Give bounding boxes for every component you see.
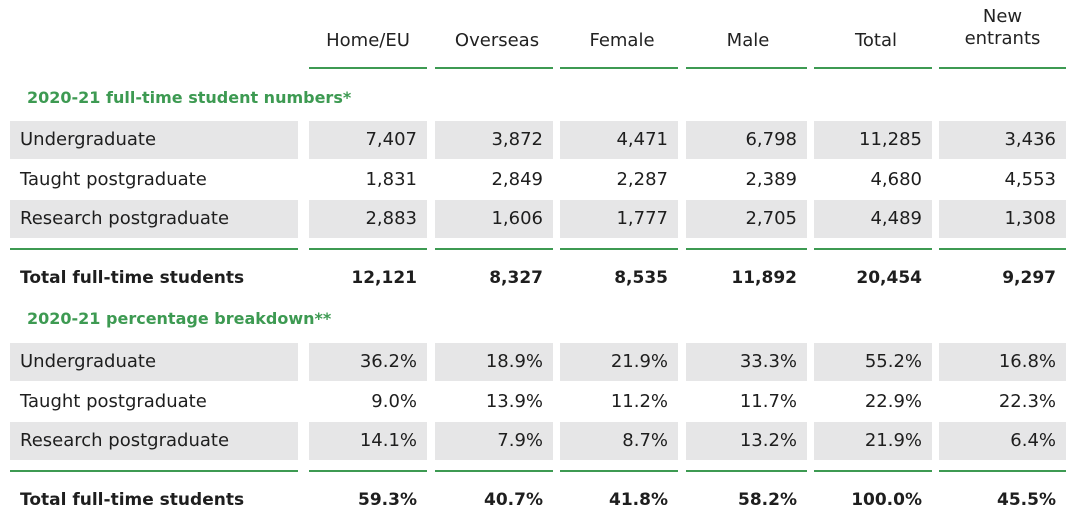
cell-value: 45.5% [997, 490, 1056, 510]
cell-value: 21.9% [560, 343, 678, 381]
section-title-percentages: 2020-21 percentage breakdown** [27, 309, 332, 328]
total-rule [686, 470, 807, 472]
cell-value: 8,535 [614, 268, 668, 288]
table-row: Research postgraduate 14.1% 7.9% 8.7% 13… [0, 422, 1080, 460]
cell-value: 7,407 [309, 121, 427, 159]
cell-value: 36.2% [309, 343, 427, 381]
total-rule [10, 470, 298, 472]
cell-value: 33.3% [686, 343, 807, 381]
total-rule [939, 470, 1066, 472]
cell-value: 22.3% [998, 391, 1056, 412]
header-new-entrants-line2: entrants [964, 28, 1041, 49]
header-home-eu: Home/EU [326, 30, 410, 51]
cell-value: 7.9% [435, 422, 553, 460]
cell-value: 11,892 [731, 268, 797, 288]
cell-value: 11.7% [739, 391, 797, 412]
total-rule [560, 248, 678, 250]
cell-value: 12,121 [351, 268, 417, 288]
cell-value: 3,436 [939, 121, 1066, 159]
total-rule [309, 248, 427, 250]
cell-value: 4,680 [870, 169, 922, 190]
total-rule [435, 248, 553, 250]
cell-value: 58.2% [738, 490, 797, 510]
total-rule [939, 248, 1066, 250]
cell-value: 2,883 [309, 200, 427, 238]
total-rule [560, 470, 678, 472]
header-rule [309, 67, 427, 69]
cell-value: 4,553 [1004, 169, 1056, 190]
cell-value: 8,327 [489, 268, 543, 288]
row-label: Undergraduate [10, 343, 298, 381]
cell-value: 2,849 [491, 169, 543, 190]
cell-value: 59.3% [358, 490, 417, 510]
total-rule [309, 470, 427, 472]
cell-value: 20,454 [856, 268, 922, 288]
header-rule [435, 67, 553, 69]
cell-value: 100.0% [851, 490, 922, 510]
header-total: Total [854, 30, 898, 51]
cell-value: 9.0% [371, 391, 417, 412]
total-rule [814, 248, 932, 250]
total-row: Total full-time students 59.3% 40.7% 41.… [0, 481, 1080, 519]
total-rule [814, 470, 932, 472]
cell-value: 6,798 [686, 121, 807, 159]
header-new-entrants: New entrants [939, 6, 1066, 50]
table-row: Taught postgraduate 9.0% 13.9% 11.2% 11.… [0, 383, 1080, 421]
header-overseas: Overseas [454, 30, 540, 51]
row-label: Research postgraduate [10, 200, 298, 238]
cell-value: 11.2% [610, 391, 668, 412]
section-title-numbers: 2020-21 full-time student numbers* [27, 88, 352, 107]
header-new-entrants-line1: New [982, 6, 1023, 27]
total-rule [686, 248, 807, 250]
row-label: Taught postgraduate [20, 169, 207, 190]
cell-value: 14.1% [309, 422, 427, 460]
total-row: Total full-time students 12,121 8,327 8,… [0, 259, 1080, 297]
cell-value: 22.9% [864, 391, 922, 412]
row-label: Total full-time students [20, 490, 245, 510]
cell-value: 1,777 [560, 200, 678, 238]
cell-value: 41.8% [609, 490, 668, 510]
cell-value: 1,308 [939, 200, 1066, 238]
total-rule [435, 470, 553, 472]
cell-value: 9,297 [1002, 268, 1056, 288]
header-male: Male [726, 30, 770, 51]
row-label: Research postgraduate [10, 422, 298, 460]
cell-value: 40.7% [484, 490, 543, 510]
header-rule [939, 67, 1066, 69]
cell-value: 8.7% [560, 422, 678, 460]
cell-value: 4,471 [560, 121, 678, 159]
table-row: Research postgraduate 2,883 1,606 1,777 … [0, 200, 1080, 238]
table-row: Undergraduate 36.2% 18.9% 21.9% 33.3% 55… [0, 343, 1080, 381]
row-label: Total full-time students [20, 268, 245, 288]
header-female: Female [589, 30, 655, 51]
total-rule [10, 248, 298, 250]
cell-value: 1,831 [365, 169, 417, 190]
cell-value: 1,606 [435, 200, 553, 238]
cell-value: 55.2% [814, 343, 932, 381]
cell-value: 13.9% [485, 391, 543, 412]
row-label: Taught postgraduate [20, 391, 207, 412]
cell-value: 3,872 [435, 121, 553, 159]
cell-value: 21.9% [814, 422, 932, 460]
cell-value: 18.9% [435, 343, 553, 381]
header-rule [814, 67, 932, 69]
header-rule [560, 67, 678, 69]
header-rule [686, 67, 807, 69]
cell-value: 6.4% [939, 422, 1066, 460]
cell-value: 2,287 [616, 169, 668, 190]
row-label: Undergraduate [10, 121, 298, 159]
cell-value: 13.2% [686, 422, 807, 460]
table-row: Undergraduate 7,407 3,872 4,471 6,798 11… [0, 121, 1080, 159]
cell-value: 2,705 [686, 200, 807, 238]
cell-value: 16.8% [939, 343, 1066, 381]
table-row: Taught postgraduate 1,831 2,849 2,287 2,… [0, 161, 1080, 199]
cell-value: 11,285 [814, 121, 932, 159]
cell-value: 4,489 [814, 200, 932, 238]
cell-value: 2,389 [745, 169, 797, 190]
